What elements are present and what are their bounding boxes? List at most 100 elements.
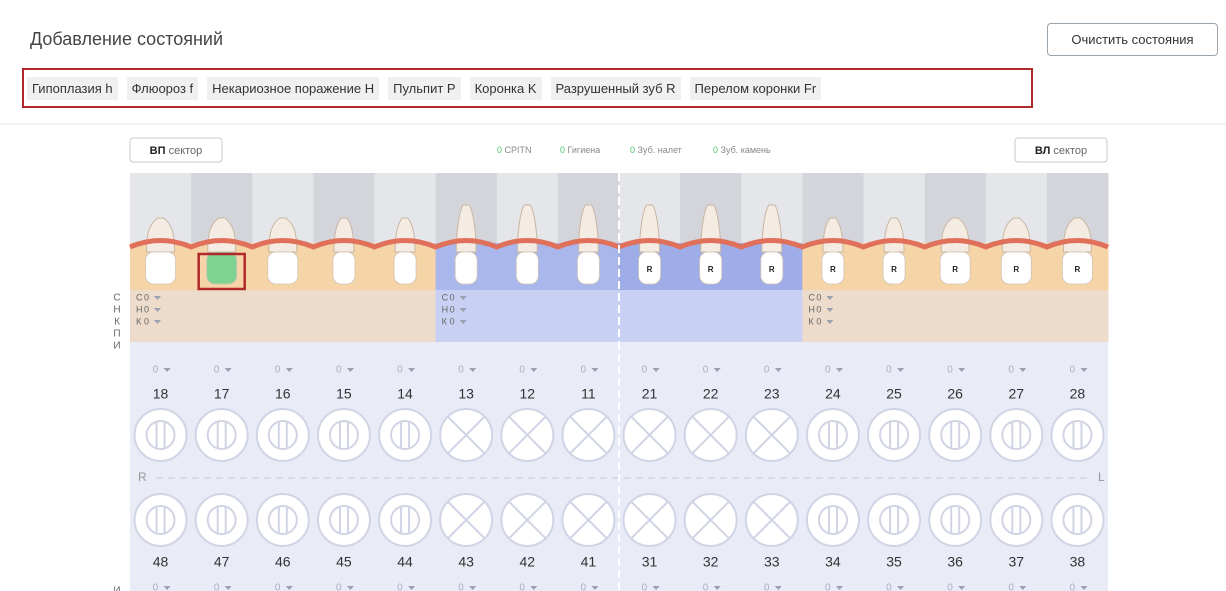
snk-letter: Н bbox=[442, 304, 449, 314]
tooth-crown bbox=[146, 252, 176, 284]
snk-letter: Н bbox=[808, 304, 815, 314]
tooth-number: 16 bbox=[275, 386, 291, 402]
snk-letter: К bbox=[136, 316, 142, 326]
snk-zone bbox=[986, 290, 1048, 342]
snk-value: 0 bbox=[816, 292, 821, 302]
tooth-score: 0 bbox=[1069, 583, 1075, 591]
tooth-number: 44 bbox=[397, 554, 413, 570]
tooth-score: 0 bbox=[947, 583, 953, 591]
tooth-circle bbox=[318, 494, 370, 546]
snk-zone bbox=[1047, 290, 1109, 342]
index: 0 Зуб. камень bbox=[713, 145, 771, 155]
tooth-score: 0 bbox=[519, 365, 525, 376]
tooth-score: 0 bbox=[580, 583, 586, 591]
row-label: П bbox=[113, 329, 120, 340]
tooth-crown bbox=[394, 252, 416, 284]
tooth-crown bbox=[207, 252, 237, 284]
tooth-crown bbox=[516, 252, 538, 284]
tooth-number: 43 bbox=[458, 554, 474, 570]
index-label: CPITN bbox=[505, 145, 532, 155]
snk-zone bbox=[619, 290, 681, 342]
sector-button[interactable]: ВЛ сектор bbox=[1015, 138, 1107, 162]
index: 0 Гигиена bbox=[560, 145, 600, 155]
sector-code: ВЛ bbox=[1035, 145, 1050, 157]
snk-letter: Н bbox=[136, 304, 143, 314]
sector-button[interactable]: ВП сектор bbox=[130, 138, 222, 162]
snk-value: 0 bbox=[144, 292, 149, 302]
snk-letter: К bbox=[808, 316, 814, 326]
tooth-circle bbox=[379, 494, 431, 546]
tooth-number: 38 bbox=[1070, 554, 1086, 570]
clear-button[interactable]: Очистить состояния bbox=[1047, 23, 1218, 56]
snk-zone bbox=[313, 290, 375, 342]
crown-mark: R bbox=[647, 265, 653, 274]
tooth-number: 23 bbox=[764, 386, 780, 402]
tooth-number: 42 bbox=[520, 554, 536, 570]
snk-zone bbox=[375, 290, 437, 342]
snk-value: 0 bbox=[144, 304, 149, 314]
condition-chip[interactable]: Коронка K bbox=[470, 77, 542, 100]
tooth-circle bbox=[379, 409, 431, 461]
sector-code: ВП bbox=[150, 145, 166, 157]
tooth-number: 32 bbox=[703, 554, 719, 570]
crown-mark: R bbox=[708, 265, 714, 274]
tooth-score: 0 bbox=[886, 583, 892, 591]
tooth-circle bbox=[868, 409, 920, 461]
snk-value: 0 bbox=[450, 304, 455, 314]
tooth-number: 25 bbox=[886, 386, 902, 402]
tooth-number: 14 bbox=[397, 386, 413, 402]
tooth-score: 0 bbox=[642, 583, 648, 591]
index-value: 0 bbox=[713, 145, 718, 155]
tooth-circle bbox=[929, 494, 981, 546]
tooth-number: 27 bbox=[1009, 386, 1025, 402]
tooth-score: 0 bbox=[642, 365, 648, 376]
tooth-circle bbox=[196, 494, 248, 546]
snk-letter: С bbox=[808, 292, 815, 302]
crown-mark: R bbox=[769, 265, 775, 274]
tooth-circle bbox=[257, 494, 309, 546]
tooth-score: 0 bbox=[214, 365, 220, 376]
tooth-score: 0 bbox=[153, 583, 159, 591]
index-value: 0 bbox=[560, 145, 565, 155]
tooth-number: 37 bbox=[1009, 554, 1025, 570]
tooth-crown bbox=[268, 252, 298, 284]
index-value: 0 bbox=[630, 145, 635, 155]
condition-chip[interactable]: Перелом коронки Fr bbox=[690, 77, 822, 100]
index-label: Зуб. камень bbox=[721, 145, 771, 155]
tooth-number: 31 bbox=[642, 554, 658, 570]
tooth-circle bbox=[196, 409, 248, 461]
row-label: И bbox=[113, 341, 120, 352]
page: ВП секторВЛ сектор0 CPITN0 Гигиена0 Зуб.… bbox=[0, 0, 1226, 591]
crown-mark: R bbox=[952, 265, 958, 274]
snk-value: 0 bbox=[450, 316, 455, 326]
tooth-score: 0 bbox=[458, 365, 464, 376]
condition-chip[interactable]: Флюороз f bbox=[127, 77, 199, 100]
snk-value: 0 bbox=[816, 304, 821, 314]
row-label: С bbox=[113, 293, 120, 304]
tooth-circle bbox=[868, 494, 920, 546]
tooth-number: 12 bbox=[520, 386, 536, 402]
tooth-number: 46 bbox=[275, 554, 291, 570]
tooth-score: 0 bbox=[825, 365, 831, 376]
tooth-circle bbox=[1051, 494, 1103, 546]
tooth-number: 28 bbox=[1070, 386, 1086, 402]
tooth-circle bbox=[1051, 409, 1103, 461]
tooth-score: 0 bbox=[458, 583, 464, 591]
snk-value: 0 bbox=[450, 292, 455, 302]
snk-value: 0 bbox=[144, 316, 149, 326]
tooth-score: 0 bbox=[764, 583, 770, 591]
condition-chip[interactable]: Некариозное поражение H bbox=[207, 77, 379, 100]
tooth-crown bbox=[577, 252, 599, 284]
index: 0 Зуб. налет bbox=[630, 145, 682, 155]
condition-chip[interactable]: Разрушенный зуб R bbox=[551, 77, 681, 100]
tooth-score: 0 bbox=[703, 583, 709, 591]
condition-chip[interactable]: Пульпит P bbox=[388, 77, 460, 100]
tooth-circle bbox=[990, 494, 1042, 546]
crown-mark: R bbox=[1013, 265, 1019, 274]
tooth-score: 0 bbox=[1069, 365, 1075, 376]
condition-chip[interactable]: Гипоплазия h bbox=[27, 77, 118, 100]
tooth-score: 0 bbox=[764, 365, 770, 376]
snk-zone bbox=[864, 290, 926, 342]
tooth-score: 0 bbox=[1008, 365, 1014, 376]
snk-value: 0 bbox=[816, 316, 821, 326]
